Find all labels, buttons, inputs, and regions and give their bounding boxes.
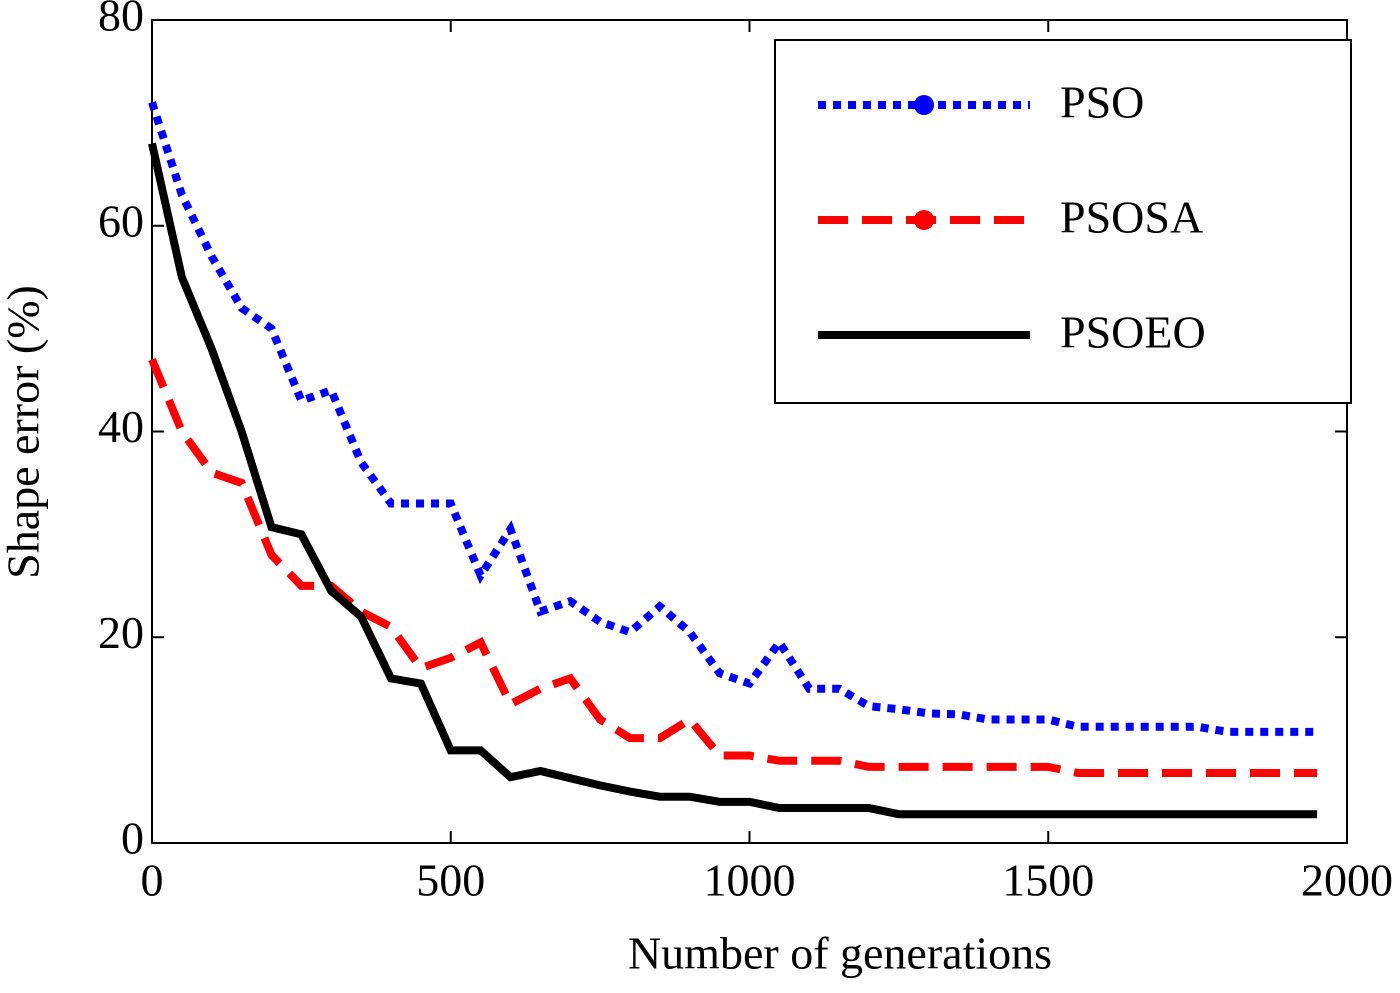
y-axis-label: Shape error (%) xyxy=(0,285,49,579)
x-tick-label: 2000 xyxy=(1301,855,1393,906)
y-tick-label: 0 xyxy=(121,813,144,864)
x-tick-label: 1500 xyxy=(1002,855,1094,906)
x-tick-label: 1000 xyxy=(704,855,796,906)
series-line xyxy=(148,357,1318,778)
x-axis-label: Number of generations xyxy=(628,928,1052,979)
y-tick-label: 40 xyxy=(98,401,144,452)
legend-marker xyxy=(914,210,934,230)
y-tick-label: 20 xyxy=(98,607,144,658)
y-tick-label: 60 xyxy=(98,195,144,246)
legend-label: PSOSA xyxy=(1060,192,1203,243)
legend-marker xyxy=(914,95,934,115)
x-tick-label: 500 xyxy=(416,855,485,906)
y-tick-label: 80 xyxy=(98,0,144,41)
legend-label: PSOEO xyxy=(1060,307,1206,358)
x-tick-label: 0 xyxy=(141,855,164,906)
series-line xyxy=(148,101,1318,736)
series-line xyxy=(148,142,1318,819)
legend-label: PSO xyxy=(1060,77,1144,128)
